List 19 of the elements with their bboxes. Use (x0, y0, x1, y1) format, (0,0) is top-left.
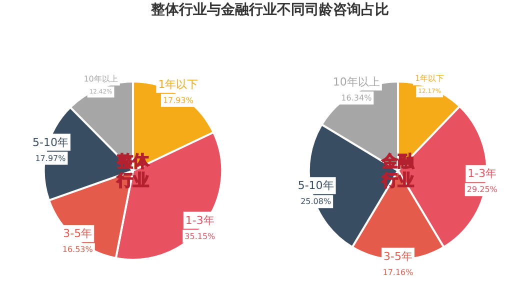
data-label: 35.15% (184, 232, 216, 241)
data-label: 17.97% (35, 154, 66, 163)
data-label: 16.53% (62, 245, 94, 254)
slice-label: 5-10年 (32, 136, 68, 149)
slice-label: 10年以上 (332, 76, 380, 89)
slice-label: 3-5年 (63, 227, 92, 240)
slice-label: 1年以下 (158, 78, 198, 91)
slice-label: 1-3年 (468, 167, 497, 180)
slice-label: 1年以下 (415, 74, 444, 84)
data-label: 16.34% (341, 94, 372, 103)
slice-label: 1-3年 (185, 214, 214, 227)
data-label: 25.08% (300, 197, 332, 206)
data-label: 29.25% (466, 185, 498, 194)
slice-label: 3-5年 (384, 250, 412, 263)
data-label: 17.16% (382, 268, 414, 277)
slice-label: 5-10年 (298, 179, 334, 192)
data-label: 17.93% (162, 96, 194, 105)
text: 整体行业与金融行业不同司龄咨询占比 (151, 1, 389, 20)
slice-label: 10年以上 (84, 74, 118, 84)
